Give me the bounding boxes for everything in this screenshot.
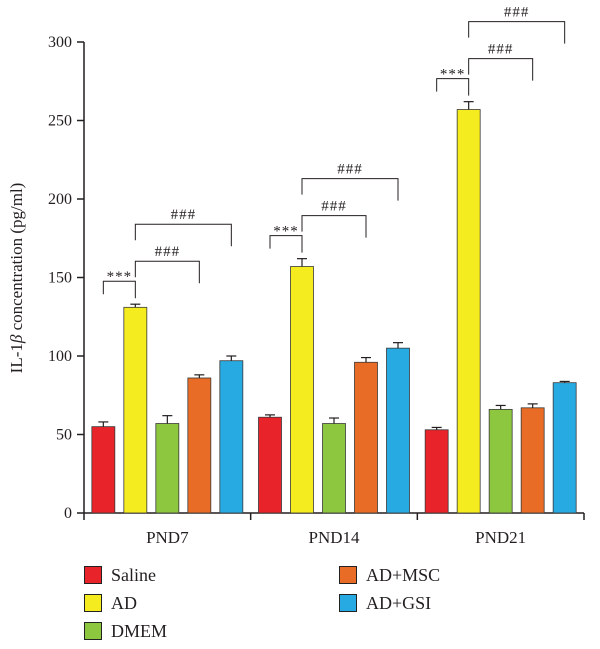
bar <box>290 266 314 514</box>
bar <box>155 423 180 514</box>
bar <box>258 416 282 514</box>
legend-label: AD <box>111 592 137 613</box>
significance-bracket <box>468 21 566 44</box>
bar <box>91 426 116 514</box>
legend-item: DMEM <box>84 620 167 642</box>
x-category-label: PND14 <box>308 528 360 547</box>
y-axis-title: IL-1β concentration (pg/ml) <box>7 183 26 374</box>
y-tick-label: 300 <box>48 34 72 51</box>
significance-bracket <box>468 58 534 81</box>
significance-label: ### <box>488 42 514 58</box>
bar <box>354 361 378 514</box>
legend-swatch <box>84 622 102 640</box>
bar <box>488 408 513 514</box>
il1b-bar-chart: IL-1β concentration (pg/ml) 0 50 100 150 200… <box>7 5 585 547</box>
legend-label: AD+MSC <box>366 564 441 585</box>
y-tick-label: 100 <box>48 348 72 365</box>
bar <box>456 109 481 514</box>
significance-label: *** <box>107 269 133 285</box>
bar <box>386 347 410 514</box>
x-category-label: PND21 <box>475 528 526 547</box>
y-axis-title-prefix: IL-1 <box>7 343 26 373</box>
legend-item: AD+MSC <box>339 564 440 586</box>
legend-swatch <box>84 566 102 584</box>
significance-label: ### <box>155 244 181 260</box>
legend-label: DMEM <box>111 620 168 641</box>
y-tick-label: 150 <box>48 270 72 287</box>
significance-label: ### <box>504 5 530 21</box>
y-tick-label: 200 <box>48 191 72 208</box>
significance-bracket <box>134 223 232 247</box>
significance-bracket <box>102 280 136 299</box>
legend-item: AD <box>84 592 137 614</box>
significance-label: *** <box>273 224 299 240</box>
bar <box>187 377 212 514</box>
y-tick-label: 50 <box>56 427 72 444</box>
bar <box>424 429 449 514</box>
significance-annotations: *** ### ### *** ### ### *** ### ### <box>102 5 566 299</box>
x-category-label: PND7 <box>146 528 189 547</box>
legend-label: Saline <box>111 564 156 585</box>
legend-swatch <box>339 594 357 612</box>
legend-swatch <box>339 566 357 584</box>
bar <box>552 382 577 514</box>
y-axis-title-suffix: concentration (pg/ml) <box>7 183 26 335</box>
significance-bracket <box>301 178 399 201</box>
significance-label: ### <box>337 162 363 178</box>
bar <box>322 423 346 514</box>
bar <box>219 360 244 514</box>
bar <box>123 306 148 514</box>
legend-label: AD+GSI <box>366 592 432 613</box>
y-axis-title-symbol: β <box>7 334 26 344</box>
significance-bracket <box>436 78 470 96</box>
bars <box>91 101 577 514</box>
y-tick-label: 0 <box>64 505 72 522</box>
legend-item: Saline <box>84 564 156 586</box>
bar <box>520 407 545 514</box>
significance-label: *** <box>440 67 466 83</box>
significance-bracket <box>301 215 367 238</box>
axes: 0 50 100 150 200 250 300 PND7 PND14 PND21 <box>48 34 585 547</box>
legend-swatch <box>84 594 102 612</box>
legend-item: AD+GSI <box>339 592 431 614</box>
significance-label: ### <box>171 207 197 223</box>
significance-label: ### <box>321 199 347 215</box>
significance-bracket <box>269 235 303 253</box>
legend: Saline AD DMEM AD+MSC AD+GSI <box>84 562 524 646</box>
significance-bracket <box>134 260 200 284</box>
y-tick-label: 250 <box>48 113 72 130</box>
svg-text:IL-1β concentration (pg/ml): IL-1β concentration (pg/ml) <box>7 183 26 374</box>
